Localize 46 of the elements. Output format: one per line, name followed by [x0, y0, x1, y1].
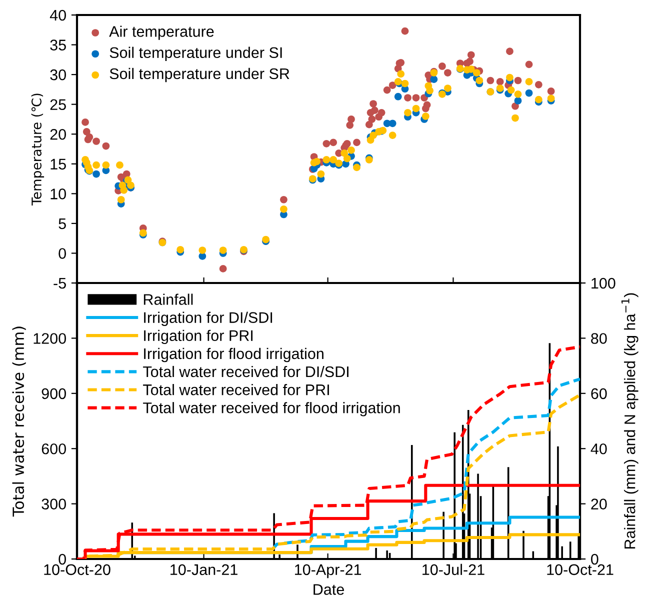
y-tick-label: 25: [50, 99, 66, 110]
y-tick-label: 600: [42, 443, 66, 454]
legend-label: Total water received for flood irrigation: [143, 402, 400, 416]
y2-tick-label: 20: [591, 498, 607, 510]
point: [430, 76, 438, 83]
x-tick-label: 10-Jul-21: [422, 564, 484, 576]
y-tick-label: 0: [58, 248, 66, 259]
y-tick-label: 1200: [34, 333, 66, 344]
point: [92, 170, 100, 178]
y-axis-title: Total water receive (mm): [12, 326, 26, 517]
legend-label: Irrigation for DI/SDI: [144, 312, 272, 326]
y2-axis-title: Rainfall (mm) and N applied (kg ha$^{−1}$): [621, 293, 638, 549]
y2-tick-label: 80: [591, 333, 607, 344]
y2-tick-label: 40: [590, 443, 607, 454]
y-tick-label: 40: [50, 10, 66, 21]
y-tick-label: 0: [58, 554, 66, 565]
y2-tick-label: 100: [592, 278, 616, 289]
y-tick-label: 30: [50, 69, 66, 80]
y-axis-title: Temperature (℃): [31, 94, 44, 206]
x-axis-title: Date: [314, 584, 344, 595]
legend-label: Irrigation for flood irrigation: [144, 348, 324, 362]
legend-label: Irrigation for PRI: [144, 330, 253, 344]
point: [525, 89, 533, 97]
x-tick-label: 10-Apr-21: [295, 564, 362, 578]
point: [388, 120, 396, 128]
point: [394, 92, 402, 100]
y-tick-label: -5: [54, 278, 66, 289]
y2-tick-label: 0: [591, 554, 598, 565]
y-tick-label: 300: [42, 498, 66, 510]
point: [514, 97, 522, 104]
legend-label: Soil temperature under SI: [110, 46, 282, 62]
x-tick-label: 10-Jan-21: [170, 564, 238, 576]
legend-label: Rainfall: [144, 294, 193, 305]
y-tick-label: 20: [50, 128, 66, 140]
legend-label: Total water received for PRI: [143, 384, 329, 396]
x-tick-label: 10-Oct-20: [44, 564, 110, 576]
legend-label: Total water received for DI/SDI: [143, 366, 348, 378]
y-tick-label: 35: [50, 40, 66, 50]
y-tick-label: 10: [50, 188, 66, 200]
y-tick-label: 5: [58, 218, 66, 230]
x-tick-label: 10-Oct-21: [547, 564, 614, 576]
legend-label: Soil temperature under SR: [110, 68, 290, 82]
y-tick-label: 900: [42, 388, 66, 400]
y2-tick-label: 60: [591, 388, 607, 400]
legend-label: Air temperature: [109, 26, 214, 40]
y-tick-label: 15: [50, 158, 66, 170]
